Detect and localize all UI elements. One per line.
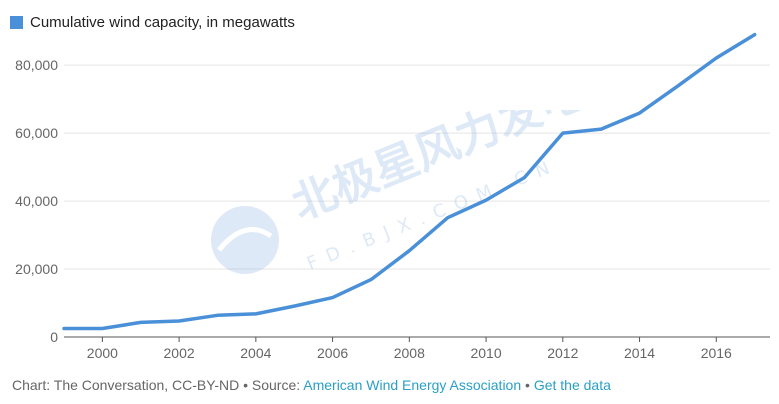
x-tick-label: 2010 bbox=[470, 345, 501, 361]
get-data-link[interactable]: Get the data bbox=[533, 377, 611, 393]
x-tick-label: 2012 bbox=[547, 345, 578, 361]
x-tick-label: 2016 bbox=[701, 345, 732, 361]
y-tick-label: 80,000 bbox=[15, 57, 58, 73]
footer-separator: • bbox=[521, 377, 534, 393]
x-tick-label: 2002 bbox=[164, 345, 195, 361]
source-link[interactable]: American Wind Energy Association bbox=[303, 377, 522, 393]
x-tick-label: 2014 bbox=[624, 345, 655, 361]
y-tick-label: 20,000 bbox=[15, 261, 58, 277]
x-tick-label: 2000 bbox=[87, 345, 118, 361]
footer-credit: Chart: The Conversation, CC-BY-ND • Sour… bbox=[12, 377, 304, 393]
axes bbox=[64, 336, 770, 342]
x-tick-label: 2004 bbox=[240, 345, 271, 361]
tick-labels: 0 20,000 40,000 60,000 80,000 2000 2002 2004 200… bbox=[15, 57, 732, 361]
legend-label: Cumulative wind capacity, in megawatts bbox=[30, 13, 295, 31]
legend-swatch bbox=[10, 15, 23, 29]
y-tick-label: 60,000 bbox=[15, 125, 58, 141]
chart-footer: Chart: The Conversation, CC-BY-ND • Sour… bbox=[12, 377, 611, 393]
series-lines bbox=[62, 32, 757, 331]
series-line bbox=[62, 32, 757, 331]
y-tick-label: 40,000 bbox=[15, 193, 58, 209]
legend: Cumulative wind capacity, in megawatts bbox=[10, 12, 295, 32]
x-tick-label: 2008 bbox=[394, 345, 425, 361]
grid-lines bbox=[64, 64, 770, 270]
y-tick-label: 0 bbox=[50, 329, 58, 345]
x-tick-label: 2006 bbox=[317, 345, 348, 361]
